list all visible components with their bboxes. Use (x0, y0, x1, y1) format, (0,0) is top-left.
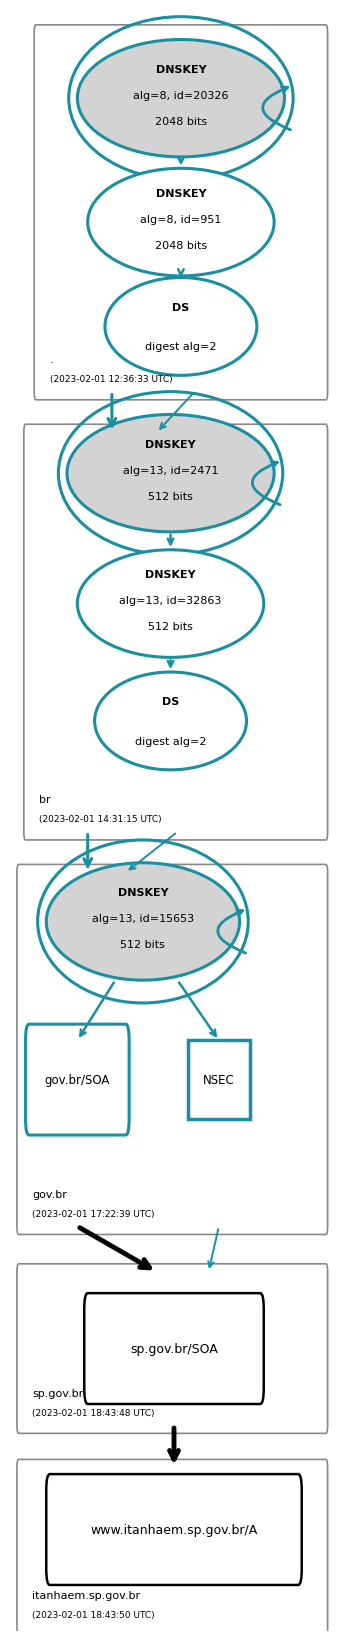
Text: NSEC: NSEC (203, 1074, 235, 1087)
FancyBboxPatch shape (17, 865, 327, 1235)
Text: digest alg=2: digest alg=2 (145, 341, 217, 353)
Text: .: . (50, 354, 53, 366)
Text: (2023-02-01 18:43:50 UTC): (2023-02-01 18:43:50 UTC) (32, 1609, 155, 1619)
Ellipse shape (46, 863, 239, 981)
Text: (2023-02-01 14:31:15 UTC): (2023-02-01 14:31:15 UTC) (39, 814, 162, 824)
FancyBboxPatch shape (34, 26, 327, 400)
Text: DNSKEY: DNSKEY (156, 65, 206, 75)
Text: alg=13, id=15653: alg=13, id=15653 (92, 914, 194, 924)
Text: www.itanhaem.sp.gov.br/A: www.itanhaem.sp.gov.br/A (90, 1523, 258, 1536)
FancyBboxPatch shape (46, 1474, 302, 1585)
Text: DS: DS (162, 697, 179, 707)
Text: 512 bits: 512 bits (120, 940, 165, 950)
FancyBboxPatch shape (24, 424, 327, 840)
FancyBboxPatch shape (188, 1041, 250, 1120)
Ellipse shape (105, 279, 257, 375)
Text: DNSKEY: DNSKEY (156, 189, 206, 199)
Text: 2048 bits: 2048 bits (155, 118, 207, 127)
Ellipse shape (77, 550, 264, 658)
FancyBboxPatch shape (17, 1459, 327, 1632)
Text: 512 bits: 512 bits (148, 622, 193, 632)
Text: (2023-02-01 18:43:48 UTC): (2023-02-01 18:43:48 UTC) (32, 1408, 155, 1417)
Text: sp.gov.br/SOA: sp.gov.br/SOA (130, 1342, 218, 1355)
Ellipse shape (88, 170, 274, 277)
Text: DNSKEY: DNSKEY (145, 439, 196, 449)
FancyBboxPatch shape (25, 1025, 129, 1136)
Text: digest alg=2: digest alg=2 (135, 736, 206, 746)
Text: alg=13, id=32863: alg=13, id=32863 (119, 596, 222, 605)
Text: alg=8, id=20326: alg=8, id=20326 (133, 91, 229, 101)
Text: gov.br/SOA: gov.br/SOA (45, 1074, 110, 1087)
Text: alg=8, id=951: alg=8, id=951 (140, 215, 222, 225)
Ellipse shape (77, 41, 284, 158)
Text: (2023-02-01 12:36:33 UTC): (2023-02-01 12:36:33 UTC) (50, 375, 172, 384)
Text: sp.gov.br: sp.gov.br (32, 1387, 84, 1397)
Text: 512 bits: 512 bits (148, 491, 193, 501)
Ellipse shape (95, 672, 246, 770)
FancyBboxPatch shape (17, 1265, 327, 1433)
Text: (2023-02-01 17:22:39 UTC): (2023-02-01 17:22:39 UTC) (32, 1209, 155, 1217)
FancyBboxPatch shape (84, 1294, 264, 1404)
Text: gov.br: gov.br (32, 1190, 67, 1200)
Ellipse shape (67, 415, 274, 532)
Text: DS: DS (172, 302, 190, 313)
Text: 2048 bits: 2048 bits (155, 242, 207, 251)
Text: br: br (39, 795, 51, 805)
Text: itanhaem.sp.gov.br: itanhaem.sp.gov.br (32, 1590, 141, 1599)
Text: alg=13, id=2471: alg=13, id=2471 (123, 465, 218, 475)
Text: DNSKEY: DNSKEY (118, 888, 168, 898)
Text: DNSKEY: DNSKEY (145, 570, 196, 579)
